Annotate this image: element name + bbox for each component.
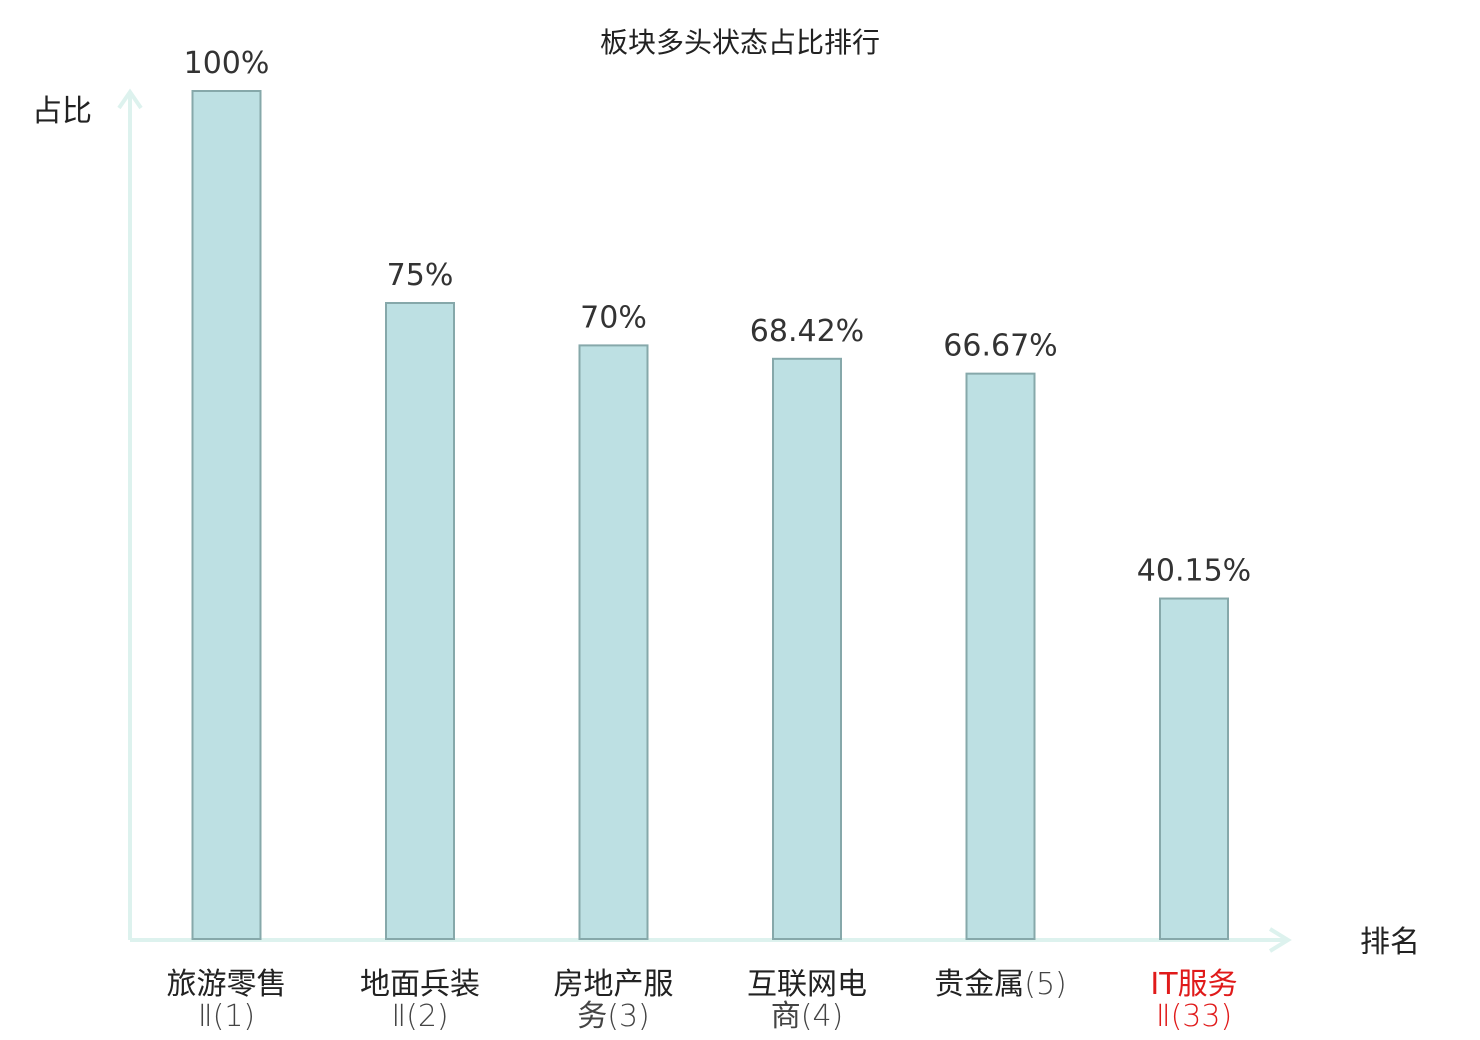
category-label-5: 贵金属(5) [934, 967, 1067, 1002]
category-rank-6: Ⅱ(33) [1156, 999, 1232, 1034]
value-label-2: 75% [387, 258, 454, 293]
value-label-1: 100% [184, 46, 270, 81]
chart-title: 板块多头状态占比排行 [600, 26, 880, 59]
x-axis-label: 排名 [1360, 925, 1420, 960]
bar-2 [385, 302, 455, 940]
y-axis-arrow [117, 88, 143, 110]
category-rank-1: Ⅱ(1) [198, 999, 255, 1034]
category-label-2: 地面兵装 [360, 967, 480, 1002]
category-rank-3: 务(3) [577, 999, 650, 1034]
category-label-4: 互联网电 [747, 967, 867, 1002]
x-axis-arrow [1268, 927, 1292, 953]
y-axis-label: 占比 [32, 94, 92, 129]
bar-5 [965, 372, 1036, 940]
value-label-6: 40.15% [1137, 554, 1251, 589]
value-label-5: 66.67% [943, 329, 1057, 364]
bar-3 [578, 344, 649, 940]
category-label-3: 房地产服 [554, 967, 674, 1002]
category-label-6: IT服务 [1150, 967, 1237, 1002]
category-label-1: 旅游零售 [167, 967, 287, 1002]
bar-6 [1159, 597, 1229, 940]
bar-1 [191, 90, 262, 940]
bars-group [191, 90, 1229, 940]
value-label-4: 68.42% [750, 314, 864, 349]
bar-4 [772, 357, 842, 940]
category-rank-4: 商(4) [771, 999, 844, 1034]
category-rank-2: Ⅱ(2) [391, 999, 448, 1034]
value-labels-group: 100% 75% 70% 68.42% 66.67% 40.15% [184, 46, 1252, 589]
value-label-3: 70% [580, 300, 647, 335]
